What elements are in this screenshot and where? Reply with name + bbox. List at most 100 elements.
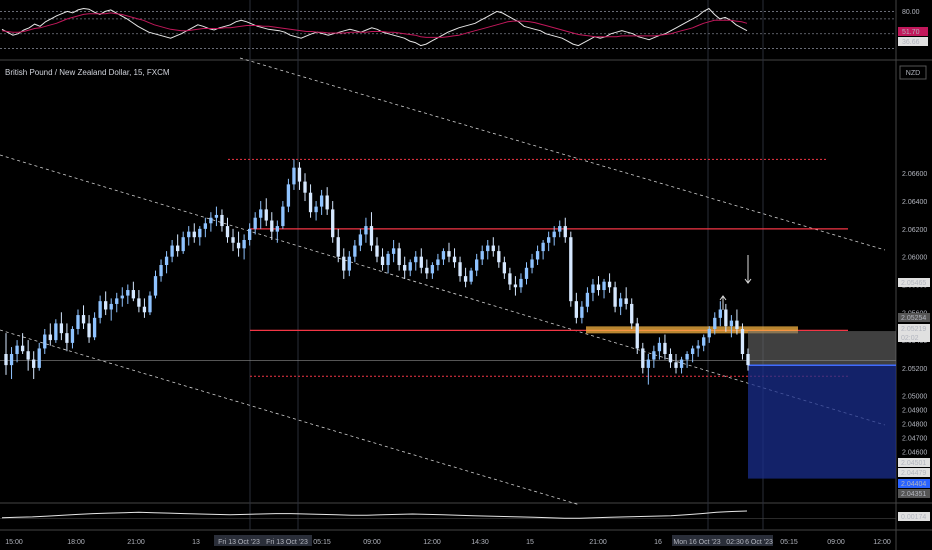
candle-body	[502, 262, 507, 274]
time-tick-label: 18:00	[67, 539, 85, 546]
time-tick-label: 21:00	[127, 539, 145, 546]
price-tag-label: 02:02	[901, 335, 919, 342]
time-highlight-bg	[745, 535, 773, 546]
price-tag-bg	[898, 479, 930, 488]
price-tick-label: 2.05200	[902, 366, 927, 373]
candle-body	[735, 320, 739, 329]
candle-body	[225, 226, 230, 238]
time-highlight-label: 6 Oct '23	[745, 539, 773, 546]
time-highlight-label: Fri 13 Oct '23	[266, 539, 308, 546]
price-tick-label: 2.04600	[902, 449, 927, 456]
candle-body	[231, 237, 235, 243]
candle-body	[198, 228, 202, 238]
candle-body	[4, 354, 8, 366]
oscillator-series-line	[1, 510, 748, 519]
time-tick-label: 12:00	[873, 539, 891, 546]
price-tag-bg	[898, 458, 930, 467]
candle-body	[607, 281, 612, 288]
candle-body	[153, 276, 158, 296]
down-arrow-icon	[744, 278, 752, 284]
channel-upper-line	[239, 57, 886, 251]
candle-body	[148, 295, 152, 313]
time-highlight-bg	[214, 535, 264, 546]
candle-body	[436, 259, 440, 266]
candle-body	[353, 245, 357, 257]
price-tag-label: 2.04404	[901, 481, 926, 488]
candle-body	[574, 301, 579, 318]
candle-body	[746, 354, 750, 366]
candle-body	[325, 195, 329, 210]
candle-body	[131, 290, 136, 299]
up-arrow-icon	[719, 295, 727, 301]
chart-title: British Pound / New Zealand Dollar, 15, …	[5, 68, 170, 77]
candle-body	[552, 231, 556, 238]
time-highlight-label: 02:30	[726, 539, 744, 546]
candle-body	[663, 342, 667, 354]
price-tag-label: 2.05219	[901, 326, 926, 333]
price-tag-bg	[898, 333, 930, 342]
candle-body	[630, 303, 634, 324]
candle-body	[497, 251, 501, 263]
candle-body	[43, 334, 47, 349]
candle-body	[646, 359, 650, 368]
price-tick-label: 2.06200	[902, 227, 927, 234]
rsi-series-line-1	[1, 12, 748, 38]
rsi-tag-bg	[898, 27, 928, 36]
rsi-tag-value: 51.70	[902, 29, 920, 36]
candle-body	[530, 259, 534, 268]
candle-body	[126, 290, 130, 296]
candle-body	[585, 292, 590, 307]
candle-body	[657, 342, 662, 352]
oscillator-tag-bg	[898, 512, 930, 521]
candle-body	[170, 245, 174, 257]
candle-body	[408, 262, 412, 271]
candle-body	[253, 217, 257, 229]
candle-body	[641, 348, 645, 368]
candle-body	[690, 348, 695, 354]
candle-body	[707, 328, 711, 338]
price-tag-label: 2.04479	[901, 470, 926, 477]
candle-body	[37, 348, 41, 368]
candle-body	[414, 256, 418, 263]
time-highlight-label: Mon 16 Oct '23	[673, 539, 720, 546]
candle-body	[92, 317, 97, 338]
candle-body	[48, 334, 52, 341]
candle-body	[54, 323, 58, 341]
candle-body	[336, 237, 340, 257]
price-tick-label: 2.06000	[902, 255, 927, 262]
price-tag-bg	[898, 324, 930, 333]
candle-body	[65, 333, 69, 343]
candle-body	[120, 295, 124, 299]
candle-body	[192, 231, 196, 238]
price-tag-label: 2.04501	[901, 460, 926, 467]
candle-body	[491, 245, 495, 252]
candle-body	[652, 351, 656, 360]
candle-body	[563, 226, 567, 238]
candle-body	[740, 328, 745, 354]
candle-body	[475, 259, 479, 271]
channel-lower-line	[0, 329, 581, 506]
price-tick-label: 2.06400	[902, 199, 927, 206]
candle-body	[397, 248, 401, 266]
candle-body	[624, 298, 628, 304]
candle-body	[463, 276, 468, 282]
candle-body	[319, 195, 324, 207]
price-tag-label: 2.04351	[901, 491, 926, 498]
take-profit-zone	[748, 365, 896, 479]
price-tick-label: 2.04800	[902, 422, 927, 429]
candle-body	[331, 209, 335, 238]
price-tag-bg	[898, 468, 930, 477]
candle-body	[635, 323, 639, 349]
time-tick-label: 14:30	[471, 539, 489, 546]
candle-body	[729, 320, 734, 327]
candle-body	[15, 345, 19, 354]
price-tag-label: 2.05254	[901, 315, 926, 322]
time-tick-label: 15:00	[5, 539, 23, 546]
candle-body	[391, 248, 396, 254]
candle-body	[480, 251, 484, 260]
candle-body	[441, 251, 446, 260]
candle-body	[613, 287, 617, 307]
rsi-level-label: 80.00	[902, 9, 920, 16]
